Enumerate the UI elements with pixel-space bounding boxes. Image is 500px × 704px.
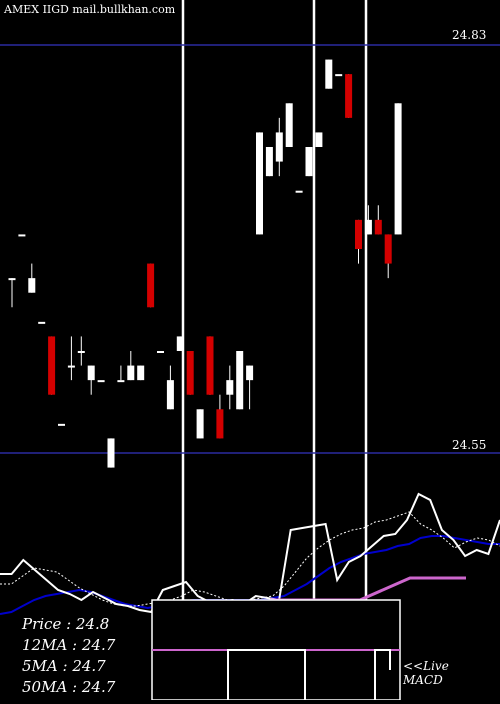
ticker-label: AMEX IIGD mail.bullkhan.com	[4, 3, 176, 16]
price-high-label: 24.83	[452, 28, 487, 42]
candle-down	[48, 336, 56, 395]
candle-up	[107, 438, 115, 468]
candle-up	[97, 380, 105, 383]
moving-averages	[0, 492, 500, 615]
candle-up	[127, 365, 135, 381]
candle-up	[166, 380, 174, 410]
macd-live-label: <<Live MACD	[403, 659, 449, 687]
candle-up	[176, 336, 184, 351]
candle-down	[206, 336, 214, 395]
candle-down	[355, 219, 362, 249]
candle-down	[374, 219, 382, 235]
ma5-stat: 5MA : 24.7	[22, 657, 106, 675]
macd-histogram	[374, 649, 391, 700]
candle-up	[117, 380, 125, 383]
price-level-lines	[0, 44, 500, 454]
price-low-label: 24.55	[452, 438, 487, 452]
candle-up	[8, 278, 16, 281]
candle-up	[325, 59, 333, 89]
candlesticks	[8, 59, 402, 468]
candle-down	[216, 409, 224, 439]
price-line	[0, 492, 500, 614]
candle-up	[28, 278, 36, 293]
macd-histogram	[227, 649, 306, 700]
candle-up	[256, 132, 263, 235]
price-stat: Price : 24.8	[22, 615, 110, 633]
candle-down	[186, 351, 194, 395]
candle-up	[335, 74, 343, 77]
candle-up	[265, 147, 273, 177]
candle-up	[18, 234, 26, 237]
ma12-stat: 12MA : 24.7	[22, 636, 116, 654]
candle-up	[236, 351, 244, 410]
candle-up	[295, 190, 303, 193]
candle-up	[38, 321, 46, 324]
candle-up	[58, 423, 65, 426]
ma50-stat: 50MA : 24.7	[22, 678, 116, 696]
macd-panel	[151, 599, 401, 701]
candle-up	[67, 365, 75, 368]
candle-up	[305, 147, 313, 177]
candle-down	[384, 234, 392, 264]
candle-up	[285, 103, 293, 147]
candle-up	[196, 409, 204, 439]
candle-up	[157, 351, 164, 353]
candle-down	[147, 263, 155, 308]
candle-up	[246, 365, 254, 381]
candle-up	[77, 351, 85, 353]
candle-up	[226, 380, 234, 395]
candle-up	[364, 219, 372, 235]
candle-down	[345, 74, 353, 118]
live-text: <<Live	[403, 659, 449, 673]
ma-fast-line	[0, 511, 500, 607]
candle-up	[87, 365, 95, 381]
candle-up	[394, 103, 402, 235]
candle-up	[315, 132, 323, 147]
candle-up	[137, 365, 145, 381]
macd-text: MACD	[403, 673, 443, 687]
candle-up	[275, 132, 283, 162]
